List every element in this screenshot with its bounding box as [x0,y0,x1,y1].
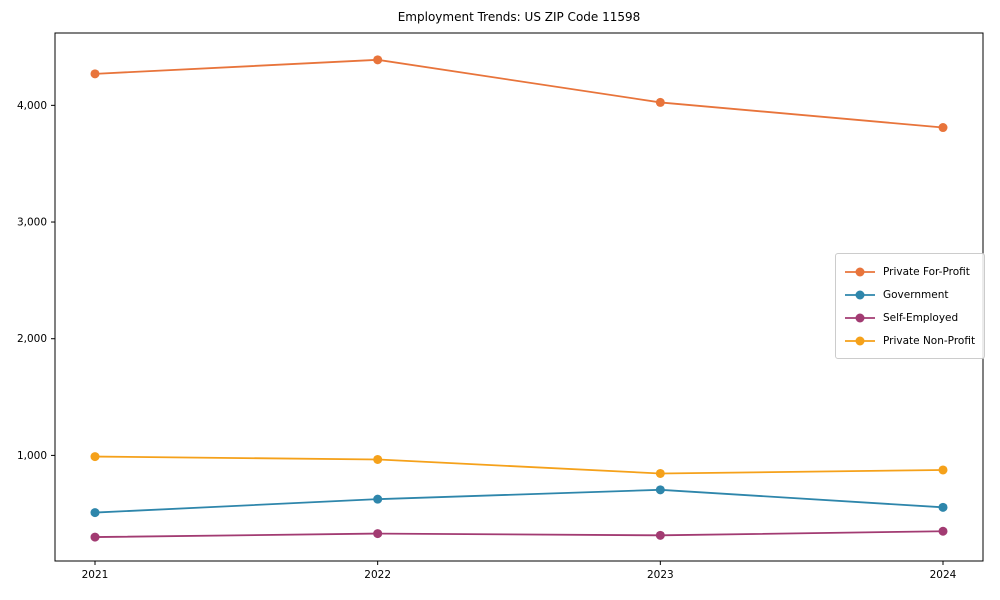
data-point-marker [938,465,948,475]
x-tick-label: 2021 [82,569,109,581]
y-tick-label: 3,000 [17,217,47,229]
data-point-marker [373,55,383,65]
chart-title: Employment Trends: US ZIP Code 11598 [397,10,641,24]
data-point-marker [938,502,948,512]
data-point-marker [373,529,383,539]
data-point-marker [655,530,665,540]
legend-item: Private For-Profit [845,260,975,283]
legend-item: Private Non-Profit [845,329,975,352]
series-line [94,455,944,475]
legend-label: Government [883,288,949,301]
legend: Private For-Profit Government Self-Employe… [835,253,985,359]
data-point-marker [373,454,383,464]
data-point-marker [655,97,665,107]
legend-item: Government [845,283,975,306]
x-tick-label: 2024 [930,569,957,581]
data-point-marker [90,452,100,462]
data-point-marker [90,532,100,542]
series-line [94,530,944,538]
y-tick-label: 4,000 [17,100,47,112]
legend-line-marker-icon [845,290,875,299]
legend-label: Private For-Profit [883,265,970,278]
data-point-marker [655,485,665,495]
x-tick-label: 2022 [364,569,391,581]
data-point-marker [373,494,383,504]
y-tick-label: 1,000 [17,450,47,462]
data-point-marker [938,123,948,133]
data-point-marker [938,526,948,536]
legend-line-marker-icon [845,313,875,322]
series-line [94,488,944,514]
data-point-marker [90,69,100,79]
y-tick-label: 2,000 [17,333,47,345]
legend-line-marker-icon [845,336,875,345]
legend-label: Self-Employed [883,311,959,324]
legend-label: Private Non-Profit [883,334,976,347]
series-line [94,58,944,129]
data-point-marker [655,468,665,478]
x-tick-label: 2023 [647,569,674,581]
legend-line-marker-icon [845,267,875,276]
legend-item: Self-Employed [845,306,975,329]
data-point-marker [90,508,100,518]
